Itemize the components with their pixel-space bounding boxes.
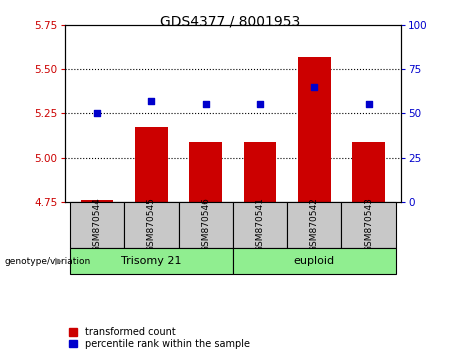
- Point: [311, 84, 318, 90]
- Text: genotype/variation: genotype/variation: [5, 257, 91, 266]
- Bar: [352, 142, 385, 202]
- Point: [94, 110, 101, 116]
- Bar: [178, 202, 233, 248]
- Text: GSM870542: GSM870542: [310, 198, 319, 252]
- Text: GDS4377 / 8001953: GDS4377 / 8001953: [160, 14, 301, 28]
- Bar: [233, 248, 396, 274]
- Bar: [298, 57, 331, 202]
- Bar: [135, 127, 168, 202]
- Legend: transformed count, percentile rank within the sample: transformed count, percentile rank withi…: [70, 327, 250, 349]
- Point: [256, 102, 264, 107]
- Bar: [244, 142, 276, 202]
- Bar: [233, 202, 287, 248]
- Text: GSM870546: GSM870546: [201, 197, 210, 252]
- Text: ▶: ▶: [55, 256, 63, 266]
- Bar: [189, 142, 222, 202]
- Bar: [81, 200, 113, 202]
- Text: GSM870543: GSM870543: [364, 197, 373, 252]
- Point: [365, 102, 372, 107]
- Bar: [70, 202, 124, 248]
- Text: Trisomy 21: Trisomy 21: [121, 256, 182, 266]
- Bar: [124, 202, 178, 248]
- Bar: [70, 248, 233, 274]
- Text: GSM870545: GSM870545: [147, 197, 156, 252]
- Text: GSM870544: GSM870544: [93, 198, 101, 252]
- Point: [148, 98, 155, 104]
- Text: GSM870541: GSM870541: [255, 197, 265, 252]
- Bar: [287, 202, 341, 248]
- Bar: [341, 202, 396, 248]
- Point: [202, 102, 209, 107]
- Text: euploid: euploid: [294, 256, 335, 266]
